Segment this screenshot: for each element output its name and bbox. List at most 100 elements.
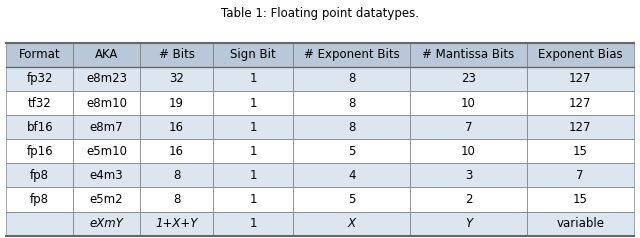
Bar xyxy=(73,188,140,212)
Bar xyxy=(293,115,410,139)
Bar xyxy=(410,67,527,91)
Bar xyxy=(140,212,213,236)
Bar xyxy=(213,115,293,139)
Bar xyxy=(293,43,410,67)
Text: e5m2: e5m2 xyxy=(90,193,124,206)
Text: fp16: fp16 xyxy=(26,145,53,158)
Bar xyxy=(527,188,634,212)
Text: 1+X+Y: 1+X+Y xyxy=(156,217,198,230)
Text: 7: 7 xyxy=(577,169,584,182)
Bar xyxy=(140,91,213,115)
Bar xyxy=(213,212,293,236)
Text: 1: 1 xyxy=(250,169,257,182)
Text: Format: Format xyxy=(19,48,61,61)
Bar xyxy=(6,43,73,67)
Text: Table 1: Floating point datatypes.: Table 1: Floating point datatypes. xyxy=(221,7,419,20)
Bar xyxy=(527,115,634,139)
Text: 8: 8 xyxy=(348,121,355,134)
Bar xyxy=(213,43,293,67)
Text: e8m7: e8m7 xyxy=(90,121,124,134)
Text: tf32: tf32 xyxy=(28,97,52,109)
Text: 5: 5 xyxy=(348,193,355,206)
Bar xyxy=(410,139,527,163)
Bar xyxy=(73,43,140,67)
Text: 127: 127 xyxy=(569,121,591,134)
Text: 8: 8 xyxy=(348,73,355,85)
Text: 1: 1 xyxy=(250,97,257,109)
Bar xyxy=(527,43,634,67)
Bar xyxy=(73,67,140,91)
Bar xyxy=(140,67,213,91)
Text: e5m10: e5m10 xyxy=(86,145,127,158)
Bar xyxy=(73,212,140,236)
Bar xyxy=(293,188,410,212)
Bar xyxy=(6,163,73,188)
Text: # Exponent Bits: # Exponent Bits xyxy=(304,48,399,61)
Text: variable: variable xyxy=(556,217,604,230)
Text: 8: 8 xyxy=(173,169,180,182)
Text: 1: 1 xyxy=(250,121,257,134)
Text: 1: 1 xyxy=(250,193,257,206)
Text: # Bits: # Bits xyxy=(159,48,195,61)
Bar xyxy=(410,163,527,188)
Bar xyxy=(527,163,634,188)
Bar xyxy=(73,115,140,139)
Text: 8: 8 xyxy=(173,193,180,206)
Bar xyxy=(293,163,410,188)
Text: AKA: AKA xyxy=(95,48,118,61)
Bar xyxy=(140,43,213,67)
Text: Y: Y xyxy=(465,217,472,230)
Text: 4: 4 xyxy=(348,169,355,182)
Bar xyxy=(140,188,213,212)
Text: 23: 23 xyxy=(461,73,476,85)
Bar xyxy=(6,67,73,91)
Text: 5: 5 xyxy=(348,145,355,158)
Text: 15: 15 xyxy=(573,193,588,206)
Text: 2: 2 xyxy=(465,193,472,206)
Bar xyxy=(213,163,293,188)
Bar xyxy=(527,139,634,163)
Text: 16: 16 xyxy=(169,121,184,134)
Bar xyxy=(140,115,213,139)
Text: 127: 127 xyxy=(569,97,591,109)
Bar xyxy=(410,212,527,236)
Text: 1: 1 xyxy=(250,73,257,85)
Bar xyxy=(6,91,73,115)
Bar xyxy=(73,163,140,188)
Bar xyxy=(73,139,140,163)
Bar xyxy=(410,115,527,139)
Text: fp32: fp32 xyxy=(26,73,53,85)
Bar xyxy=(527,212,634,236)
Text: # Mantissa Bits: # Mantissa Bits xyxy=(422,48,515,61)
Text: 3: 3 xyxy=(465,169,472,182)
Bar xyxy=(213,91,293,115)
Bar xyxy=(6,212,73,236)
Text: 1: 1 xyxy=(250,145,257,158)
Bar xyxy=(6,115,73,139)
Text: 19: 19 xyxy=(169,97,184,109)
Text: 15: 15 xyxy=(573,145,588,158)
Bar xyxy=(293,67,410,91)
Text: 7: 7 xyxy=(465,121,472,134)
Bar xyxy=(213,139,293,163)
Text: e4m3: e4m3 xyxy=(90,169,124,182)
Text: 32: 32 xyxy=(169,73,184,85)
Text: e8m10: e8m10 xyxy=(86,97,127,109)
Text: 1: 1 xyxy=(250,217,257,230)
Text: eXmY: eXmY xyxy=(90,217,124,230)
Text: Sign Bit: Sign Bit xyxy=(230,48,276,61)
Bar xyxy=(293,91,410,115)
Bar xyxy=(527,91,634,115)
Bar xyxy=(140,139,213,163)
Text: e8m23: e8m23 xyxy=(86,73,127,85)
Bar xyxy=(213,188,293,212)
Text: bf16: bf16 xyxy=(26,121,53,134)
Bar xyxy=(293,212,410,236)
Text: 10: 10 xyxy=(461,145,476,158)
Bar xyxy=(410,188,527,212)
Bar xyxy=(73,91,140,115)
Bar xyxy=(527,67,634,91)
Text: 10: 10 xyxy=(461,97,476,109)
Bar xyxy=(410,43,527,67)
Bar xyxy=(213,67,293,91)
